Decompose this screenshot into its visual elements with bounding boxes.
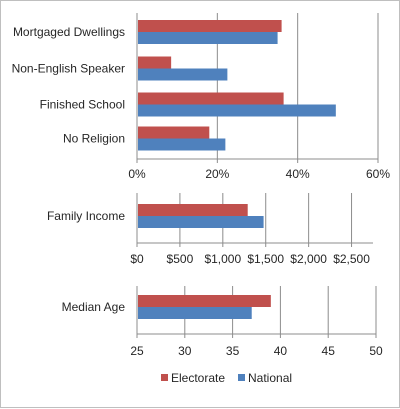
category-label: No Religion: [63, 132, 125, 146]
chart-panel-2: $0 $500 $1,000 $1,500 $2,000 $2,500 Family Inc…: [47, 193, 373, 266]
category-label: Median Age: [62, 300, 126, 314]
tick-label-1: 30: [178, 344, 192, 358]
tick-label-4: $2,000: [290, 252, 327, 266]
bar-national-2: [138, 68, 228, 81]
tick-label-5: $2,500: [333, 252, 370, 266]
legend: Electorate National: [161, 371, 292, 385]
tick-label-0: $0: [130, 252, 144, 266]
tick-label-3: $1,500: [247, 252, 284, 266]
bar-electorate-4: [138, 126, 210, 139]
legend-swatch-electorate: [161, 374, 168, 381]
legend-item-national: National: [238, 371, 292, 385]
tick-label-1: 20%: [205, 167, 229, 181]
bar-national-3: [138, 104, 336, 117]
tick-label-3: 40: [274, 344, 288, 358]
bar-electorate-2: [138, 56, 172, 69]
tick-label-2: $1,000: [204, 252, 241, 266]
chart-panels: 0% 20% 40% 60% Mortgaged Dwellings Non-Englis…: [12, 13, 390, 358]
legend-label-national: National: [248, 371, 292, 385]
bar-national-4: [138, 138, 226, 151]
bar-national-1: [138, 32, 278, 44]
tick-label-2: 35: [226, 344, 240, 358]
tick-label-0: 25: [130, 344, 144, 358]
bar-electorate-1: [138, 204, 248, 216]
tick-label-5: 50: [369, 344, 383, 358]
bar-electorate-3: [138, 92, 284, 105]
tick-label-3: 60%: [366, 167, 390, 181]
tick-label-0: 0%: [128, 167, 146, 181]
category-label: Family Income: [47, 209, 125, 223]
category-label: Finished School: [40, 98, 125, 112]
bar-electorate-1: [138, 20, 282, 32]
legend-swatch-national: [238, 374, 245, 381]
bar-national-1: [138, 216, 264, 228]
legend-label-electorate: Electorate: [171, 371, 225, 385]
tick-label-2: 40%: [286, 167, 310, 181]
chart-panel-3: 25 30 35 40 45 50 Median Age: [62, 286, 383, 358]
category-label: Non-English Speaker: [12, 62, 125, 76]
tick-label-4: 45: [322, 344, 336, 358]
tick-label-1: $500: [167, 252, 194, 266]
category-label: Mortgaged Dwellings: [13, 25, 125, 39]
bar-national-1: [138, 307, 252, 319]
legend-item-electorate: Electorate: [161, 371, 225, 385]
chart-panel-1: 0% 20% 40% 60% Mortgaged Dwellings Non-Englis…: [12, 13, 390, 181]
bar-electorate-1: [138, 295, 271, 307]
